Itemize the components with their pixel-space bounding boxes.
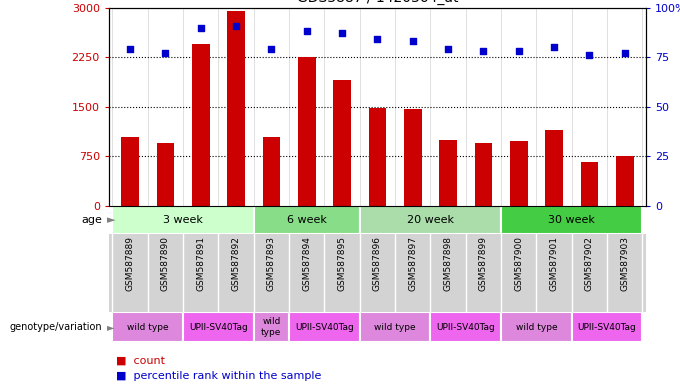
Bar	[501, 312, 572, 342]
Point	[443, 46, 454, 52]
Text: ►: ►	[107, 322, 114, 332]
Bar	[369, 108, 386, 206]
Bar	[475, 142, 492, 206]
Bar	[510, 141, 528, 206]
Point	[301, 28, 312, 35]
Point	[549, 44, 560, 50]
Bar	[227, 11, 245, 206]
Point	[231, 22, 241, 28]
Bar	[545, 130, 563, 206]
Bar	[430, 312, 501, 342]
Text: GSM587897: GSM587897	[408, 236, 418, 291]
Text: UPII-SV40Tag: UPII-SV40Tag	[437, 323, 495, 331]
Point	[478, 48, 489, 55]
Bar	[501, 206, 643, 234]
Text: wild type: wild type	[127, 323, 169, 331]
Text: 20 week: 20 week	[407, 215, 454, 225]
Text: GSM587900: GSM587900	[514, 236, 524, 291]
Text: GSM587896: GSM587896	[373, 236, 382, 291]
Point	[124, 46, 135, 52]
Text: GSM587902: GSM587902	[585, 236, 594, 291]
Text: GSM587891: GSM587891	[197, 236, 205, 291]
Bar	[112, 312, 183, 342]
Text: 30 week: 30 week	[548, 215, 595, 225]
Bar	[572, 312, 643, 342]
Point	[513, 48, 524, 55]
Text: GSM587898: GSM587898	[443, 236, 453, 291]
Text: GSM587901: GSM587901	[549, 236, 558, 291]
Text: GSM587893: GSM587893	[267, 236, 276, 291]
Bar	[360, 312, 430, 342]
Bar	[254, 206, 360, 234]
Bar	[289, 312, 360, 342]
Text: 3 week: 3 week	[163, 215, 203, 225]
Point	[584, 52, 595, 58]
Point	[407, 38, 418, 45]
Bar	[192, 44, 209, 206]
Text: GSM587895: GSM587895	[337, 236, 347, 291]
Text: UPII-SV40Tag: UPII-SV40Tag	[189, 323, 248, 331]
Text: ■  count: ■ count	[116, 356, 165, 366]
Bar	[254, 312, 289, 342]
Point	[266, 46, 277, 52]
Text: GSM587890: GSM587890	[161, 236, 170, 291]
Text: wild type: wild type	[374, 323, 416, 331]
Point	[372, 36, 383, 43]
Text: UPII-SV40Tag: UPII-SV40Tag	[578, 323, 636, 331]
Point	[195, 25, 206, 31]
Text: GSM587903: GSM587903	[620, 236, 629, 291]
Text: wild type: wild type	[515, 323, 557, 331]
Bar	[616, 156, 634, 206]
Title: GDS3887 / 1420364_at: GDS3887 / 1420364_at	[296, 0, 458, 5]
Bar	[298, 57, 316, 206]
Point	[160, 50, 171, 56]
Bar	[121, 137, 139, 206]
Bar	[112, 206, 254, 234]
Text: ►: ►	[107, 215, 116, 225]
Bar	[262, 137, 280, 206]
Bar	[404, 109, 422, 206]
Bar	[333, 80, 351, 206]
Point	[619, 50, 630, 56]
Text: 6 week: 6 week	[287, 215, 326, 225]
Point	[337, 30, 347, 36]
Text: UPII-SV40Tag: UPII-SV40Tag	[295, 323, 354, 331]
Text: age: age	[81, 215, 102, 225]
Bar	[156, 143, 174, 206]
Bar	[581, 162, 598, 206]
Text: GSM587892: GSM587892	[231, 236, 241, 291]
Text: GSM587894: GSM587894	[302, 236, 311, 291]
Text: ■  percentile rank within the sample: ■ percentile rank within the sample	[116, 371, 321, 381]
Bar	[439, 140, 457, 206]
Text: wild
type: wild type	[261, 317, 282, 337]
Bar	[183, 312, 254, 342]
Text: GSM587899: GSM587899	[479, 236, 488, 291]
Text: genotype/variation: genotype/variation	[10, 322, 102, 332]
Text: GSM587889: GSM587889	[126, 236, 135, 291]
Bar	[360, 206, 501, 234]
